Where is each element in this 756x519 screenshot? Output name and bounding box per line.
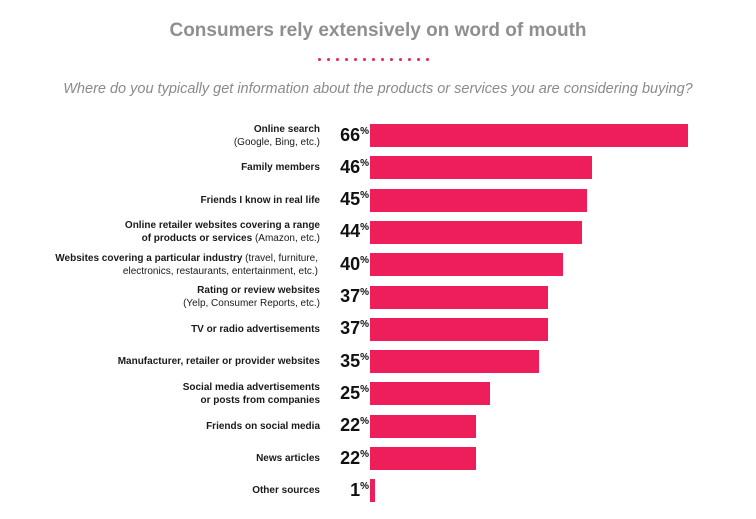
bar <box>370 479 375 502</box>
bar-value-label: 25% <box>327 383 369 404</box>
bar-value-label: 40% <box>327 254 369 275</box>
bar <box>370 447 476 470</box>
bar <box>370 382 490 405</box>
bar-value-label: 1% <box>327 480 369 501</box>
category-label: TV or radio advertisements <box>20 323 320 336</box>
bar <box>370 415 476 438</box>
bar <box>370 350 539 373</box>
category-label: Family members <box>20 161 320 174</box>
bar-value-label: 35% <box>327 351 369 372</box>
category-label: Other sources <box>20 484 320 497</box>
bar <box>370 189 587 212</box>
category-label: Friends I know in real life <box>20 194 320 207</box>
bar-value-label: 22% <box>327 448 369 469</box>
category-label: Websites covering a particular industry … <box>28 252 318 278</box>
bar-value-label: 66% <box>327 125 369 146</box>
category-label: Friends on social media <box>20 420 320 433</box>
bar <box>370 253 563 276</box>
bar-value-label: 45% <box>327 189 369 210</box>
bar-value-label: 44% <box>327 221 369 242</box>
bar <box>370 124 688 147</box>
category-label: Manufacturer, retailer or provider websi… <box>20 355 320 368</box>
bar <box>370 286 548 309</box>
bar <box>370 318 548 341</box>
bar-chart: 66% Online search (Google, Bing, etc.) 46% F… <box>0 0 756 519</box>
bar-value-label: 37% <box>327 286 369 307</box>
bar <box>370 156 592 179</box>
bar <box>370 221 582 244</box>
category-label: Online search (Google, Bing, etc.) <box>20 123 320 149</box>
category-label: Online retailer websites covering a rang… <box>20 219 320 245</box>
category-label: Rating or review websites (Yelp, Consumer… <box>20 284 320 310</box>
bar-value-label: 46% <box>327 157 369 178</box>
category-label: Social media advertisements or posts from… <box>20 381 320 407</box>
bar-value-label: 37% <box>327 318 369 339</box>
bar-value-label: 22% <box>327 415 369 436</box>
category-label: News articles <box>20 452 320 465</box>
